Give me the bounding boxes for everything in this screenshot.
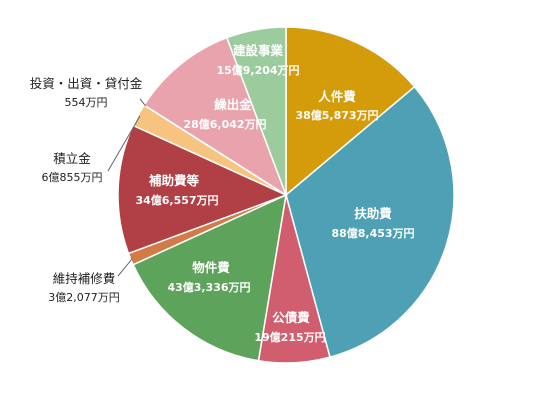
label-toushi-name: 投資・出資・貸付金: [30, 76, 143, 91]
label-kuridashikin-name: 繰出金: [214, 97, 252, 112]
label-tsumitatekin-value: 6億855万円: [42, 171, 103, 184]
pie-slice-kensetsujigyou: [225, 26, 287, 196]
label-kousaihi-value: 19億215万円: [254, 330, 325, 344]
label-jinkenhi-name: 人件費: [318, 89, 356, 104]
leader-line-toushi: [139, 98, 147, 107]
label-hojohitou-value: 34億6,557万円: [135, 193, 218, 207]
pie-slice-fujohi: [285, 85, 455, 359]
leader-line-ijihoshuuhi: [117, 258, 133, 277]
label-bukkenhi-name: 物件費: [192, 260, 230, 275]
label-kensetsujigyou-name: 建設事業: [233, 43, 284, 58]
label-fujohi-value: 88億8,453万円: [331, 226, 414, 240]
pie-slice-jinkenhi: [285, 26, 416, 197]
label-toushi-value: 554万円: [65, 96, 108, 109]
pie-slice-kuridashikin: [143, 36, 288, 197]
label-tsumitatekin-name: 積立金: [53, 151, 91, 166]
label-hojohitou-name: 補助費等: [148, 173, 200, 188]
label-ijihoshuuhi-name: 維持補修費: [53, 271, 116, 286]
label-kousaihi-name: 公債費: [272, 310, 310, 325]
label-ijihoshuuhi-value: 3億2,077万円: [48, 291, 120, 304]
label-kuridashikin-value: 28億6,042万円: [183, 117, 266, 131]
leader-lines: [107, 98, 147, 277]
label-kensetsujigyou-value: 15億9,204万円: [216, 63, 299, 77]
leader-line-tsumitatekin: [107, 115, 141, 172]
label-jinkenhi-value: 38億5,873万円: [295, 108, 378, 122]
label-fujohi-name: 扶助費: [354, 206, 392, 221]
label-bukkenhi-value: 43億3,336万円: [167, 280, 250, 294]
pie-slice-bukkenhi: [132, 193, 287, 362]
